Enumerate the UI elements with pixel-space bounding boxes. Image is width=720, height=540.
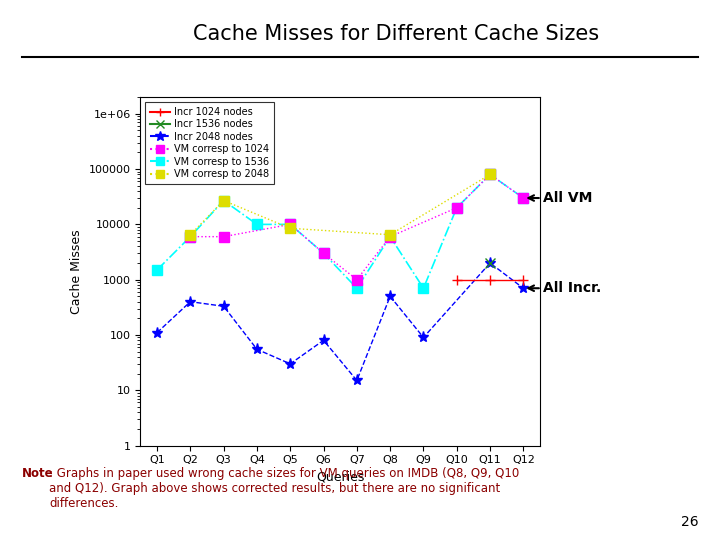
X-axis label: Queries: Queries [316, 471, 364, 484]
VM corresp to 1536 [486, 171, 495, 178]
VM corresp to 1024 [386, 233, 395, 240]
Line: Incr 2048 nodes: Incr 2048 nodes [151, 258, 529, 386]
VM corresp to 1024 [319, 250, 328, 256]
VM corresp to 2048 [486, 171, 495, 178]
VM corresp to 1536 [519, 195, 528, 201]
VM corresp to 1024 [486, 171, 495, 178]
VM corresp to 1536 [386, 233, 395, 240]
Incr 2048 nodes [153, 329, 161, 336]
VM corresp to 1024 [286, 221, 294, 228]
VM corresp to 1024 [519, 195, 528, 201]
Incr 2048 nodes [519, 285, 528, 292]
Incr 2048 nodes [353, 377, 361, 384]
Incr 2048 nodes [286, 361, 294, 367]
Incr 1024 nodes [486, 276, 495, 283]
Incr 2048 nodes [319, 337, 328, 343]
VM corresp to 1536 [353, 285, 361, 292]
Text: Note: Note [22, 467, 53, 480]
VM corresp to 1024 [186, 233, 194, 240]
VM corresp to 1536 [253, 221, 261, 228]
VM corresp to 1536 [220, 197, 228, 204]
VM corresp to 2048 [386, 232, 395, 238]
VM corresp to 2048 [286, 225, 294, 232]
VM corresp to 1024 [353, 276, 361, 283]
VM corresp to 1536 [153, 267, 161, 273]
Line: Incr 1024 nodes: Incr 1024 nodes [452, 275, 528, 285]
VM corresp to 1024 [452, 205, 461, 211]
VM corresp to 2048 [220, 197, 228, 204]
VM corresp to 2048 [186, 232, 194, 238]
Line: VM corresp to 1024: VM corresp to 1024 [186, 170, 528, 285]
Text: 26: 26 [681, 515, 698, 529]
VM corresp to 1536 [186, 233, 194, 240]
Incr 2048 nodes [253, 346, 261, 353]
VM corresp to 1024 [220, 233, 228, 240]
Incr 2048 nodes [419, 334, 428, 341]
Legend: Incr 1024 nodes, Incr 1536 nodes, Incr 2048 nodes, VM corresp to 1024, VM corres: Incr 1024 nodes, Incr 1536 nodes, Incr 2… [145, 102, 274, 184]
Incr 2048 nodes [186, 299, 194, 305]
Text: All Incr.: All Incr. [544, 281, 602, 295]
Incr 2048 nodes [386, 293, 395, 300]
Incr 1024 nodes [452, 276, 461, 283]
Incr 2048 nodes [486, 260, 495, 266]
Incr 1024 nodes [519, 276, 528, 283]
VM corresp to 1536 [452, 205, 461, 211]
Text: All VM: All VM [544, 191, 593, 205]
Text: Cache Misses for Different Cache Sizes: Cache Misses for Different Cache Sizes [193, 24, 599, 44]
VM corresp to 1536 [319, 250, 328, 256]
Line: VM corresp to 2048: VM corresp to 2048 [186, 170, 495, 240]
VM corresp to 1536 [286, 221, 294, 228]
Y-axis label: Cache Misses: Cache Misses [70, 229, 83, 314]
Text: : Graphs in paper used wrong cache sizes for VM queries on IMDB (Q8, Q9, Q10
and: : Graphs in paper used wrong cache sizes… [49, 467, 519, 510]
VM corresp to 1536 [419, 285, 428, 292]
Line: VM corresp to 1536: VM corresp to 1536 [152, 170, 528, 293]
Incr 2048 nodes [220, 303, 228, 309]
